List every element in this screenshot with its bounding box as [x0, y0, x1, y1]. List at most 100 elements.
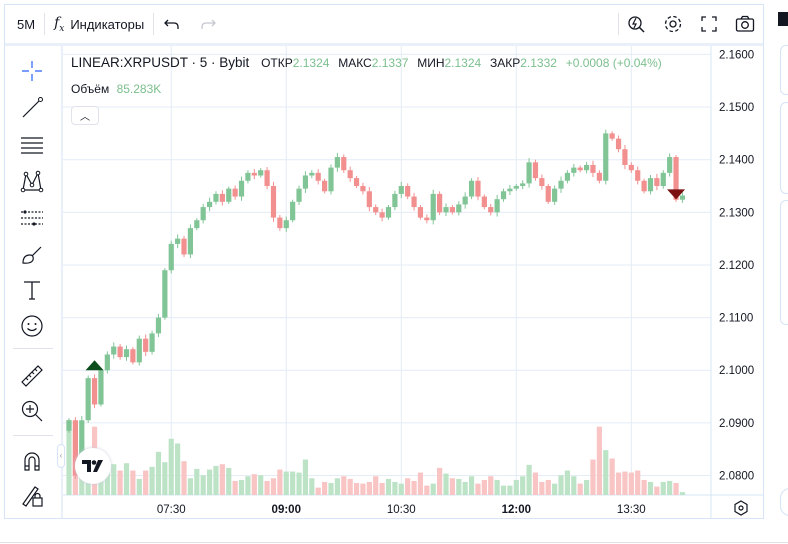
candle-body: [635, 170, 641, 181]
high-label: МАКС: [338, 56, 372, 70]
candle-body: [596, 172, 602, 181]
text-icon[interactable]: [17, 275, 47, 305]
candle-body: [679, 195, 686, 200]
candle-body: [123, 349, 130, 358]
candle-body: [475, 180, 481, 197]
high-value: 2.1337: [371, 56, 409, 70]
ruler-icon[interactable]: [17, 361, 47, 391]
scroll-left-handle[interactable]: ‹: [57, 444, 65, 468]
trend-line-icon[interactable]: [17, 93, 47, 123]
candle-body: [143, 338, 149, 352]
volume-bar: [258, 475, 264, 495]
candle-body: [545, 186, 551, 202]
candle-body: [373, 207, 379, 213]
volume-bar: [296, 472, 302, 495]
panel-button[interactable]: [780, 488, 788, 516]
volume-bar: [667, 480, 673, 495]
emoji-icon[interactable]: [17, 311, 47, 341]
volume-bar: [526, 464, 532, 495]
panel-icon[interactable]: [778, 12, 788, 26]
volume-bar: [251, 474, 257, 495]
volume-bar: [545, 479, 551, 495]
candlestick-chart[interactable]: 2.1600 2.1500 2.1400 2.1300 2.1200 2.1100 2.10…: [63, 46, 763, 518]
volume-bar: [232, 480, 238, 495]
indicators-label: Индикаторы: [70, 16, 145, 32]
volume-bar: [168, 438, 174, 495]
candle-body: [258, 170, 264, 176]
volume-bar: [481, 479, 487, 495]
volume-bar: [673, 482, 679, 495]
volume-bar: [635, 470, 641, 495]
volume-bar: [507, 485, 513, 495]
lock-drawings-icon[interactable]: [17, 481, 47, 511]
collapse-legend-button[interactable]: ︿: [71, 106, 99, 125]
zoom-in-icon[interactable]: [17, 396, 47, 426]
candle-body: [628, 164, 634, 171]
volume-bar: [564, 470, 571, 495]
redo-icon[interactable]: [190, 5, 226, 43]
crosshair-icon[interactable]: [17, 56, 47, 86]
chart-widget: 5M fx Индикаторы 2.1600 2.1500 2.1400 2.130…: [4, 4, 764, 519]
volume-bar: [155, 451, 162, 495]
change-value: +0.0008 (+0.04%): [565, 56, 662, 70]
volume-bar: [437, 467, 443, 495]
candle-body: [481, 196, 487, 208]
volume-bar: [200, 475, 206, 495]
candle-body: [226, 188, 232, 202]
volume-bar: [366, 481, 372, 495]
prediction-icon[interactable]: [17, 203, 47, 233]
volume-label: Объём: [71, 82, 110, 96]
volume-bar: [213, 465, 219, 495]
candle-body: [341, 157, 347, 171]
candle-body: [558, 180, 564, 189]
volume-bar: [283, 471, 289, 495]
fib-retracement-icon[interactable]: [17, 130, 47, 160]
panel-card[interactable]: [780, 45, 788, 95]
magnet-icon[interactable]: [17, 446, 47, 476]
volume-bar: [111, 464, 117, 495]
price-tick-label: 2.0800: [719, 471, 754, 483]
candle-body: [264, 170, 270, 187]
settings-icon[interactable]: [655, 5, 691, 43]
candle-body: [552, 188, 558, 202]
divider: [13, 435, 53, 436]
volume-bar: [264, 480, 270, 495]
candle-body: [136, 338, 142, 363]
pattern-icon[interactable]: [17, 167, 47, 197]
undo-icon[interactable]: [154, 5, 190, 43]
interval-button[interactable]: 5M: [17, 16, 36, 32]
volume-bar: [615, 472, 622, 495]
volume-bar: [328, 482, 334, 495]
volume-bar: [558, 475, 564, 495]
chart-pane[interactable]: 2.1600 2.1500 2.1400 2.1300 2.1200 2.1100 2.10…: [57, 46, 763, 521]
top-toolbar: 5M fx Индикаторы: [5, 5, 763, 43]
candle-body: [117, 346, 123, 358]
volume-bar: [417, 472, 424, 495]
axis-settings-icon[interactable]: [733, 500, 749, 521]
volume-bar: [206, 469, 213, 495]
candle-body: [667, 157, 673, 173]
volume-bar: [238, 479, 245, 495]
volume-bar: [468, 476, 475, 495]
volume-bar: [571, 476, 577, 495]
candle-body: [360, 186, 366, 192]
indicators-button[interactable]: fx Индикаторы: [45, 5, 153, 43]
candle-body: [673, 157, 679, 200]
candle-body: [213, 193, 219, 202]
chevron-up-icon: ︿: [80, 112, 90, 123]
candle-body: [520, 183, 526, 187]
panel-card[interactable]: [780, 200, 788, 325]
panel-card[interactable]: [780, 102, 788, 194]
candle-body: [168, 243, 174, 271]
camera-icon[interactable]: [727, 5, 763, 43]
tradingview-logo[interactable]: [75, 448, 111, 484]
candle-body: [238, 180, 245, 197]
volume-bar: [181, 461, 187, 495]
brush-icon[interactable]: [17, 240, 47, 270]
quick-search-icon[interactable]: [619, 5, 655, 43]
volume-bar: [302, 459, 309, 495]
fullscreen-icon[interactable]: [691, 5, 727, 43]
symbol-title[interactable]: LINEAR:XRPUSDT · 5 · Bybit: [71, 55, 250, 70]
volume-bar: [104, 462, 110, 495]
candle-body: [430, 193, 436, 221]
